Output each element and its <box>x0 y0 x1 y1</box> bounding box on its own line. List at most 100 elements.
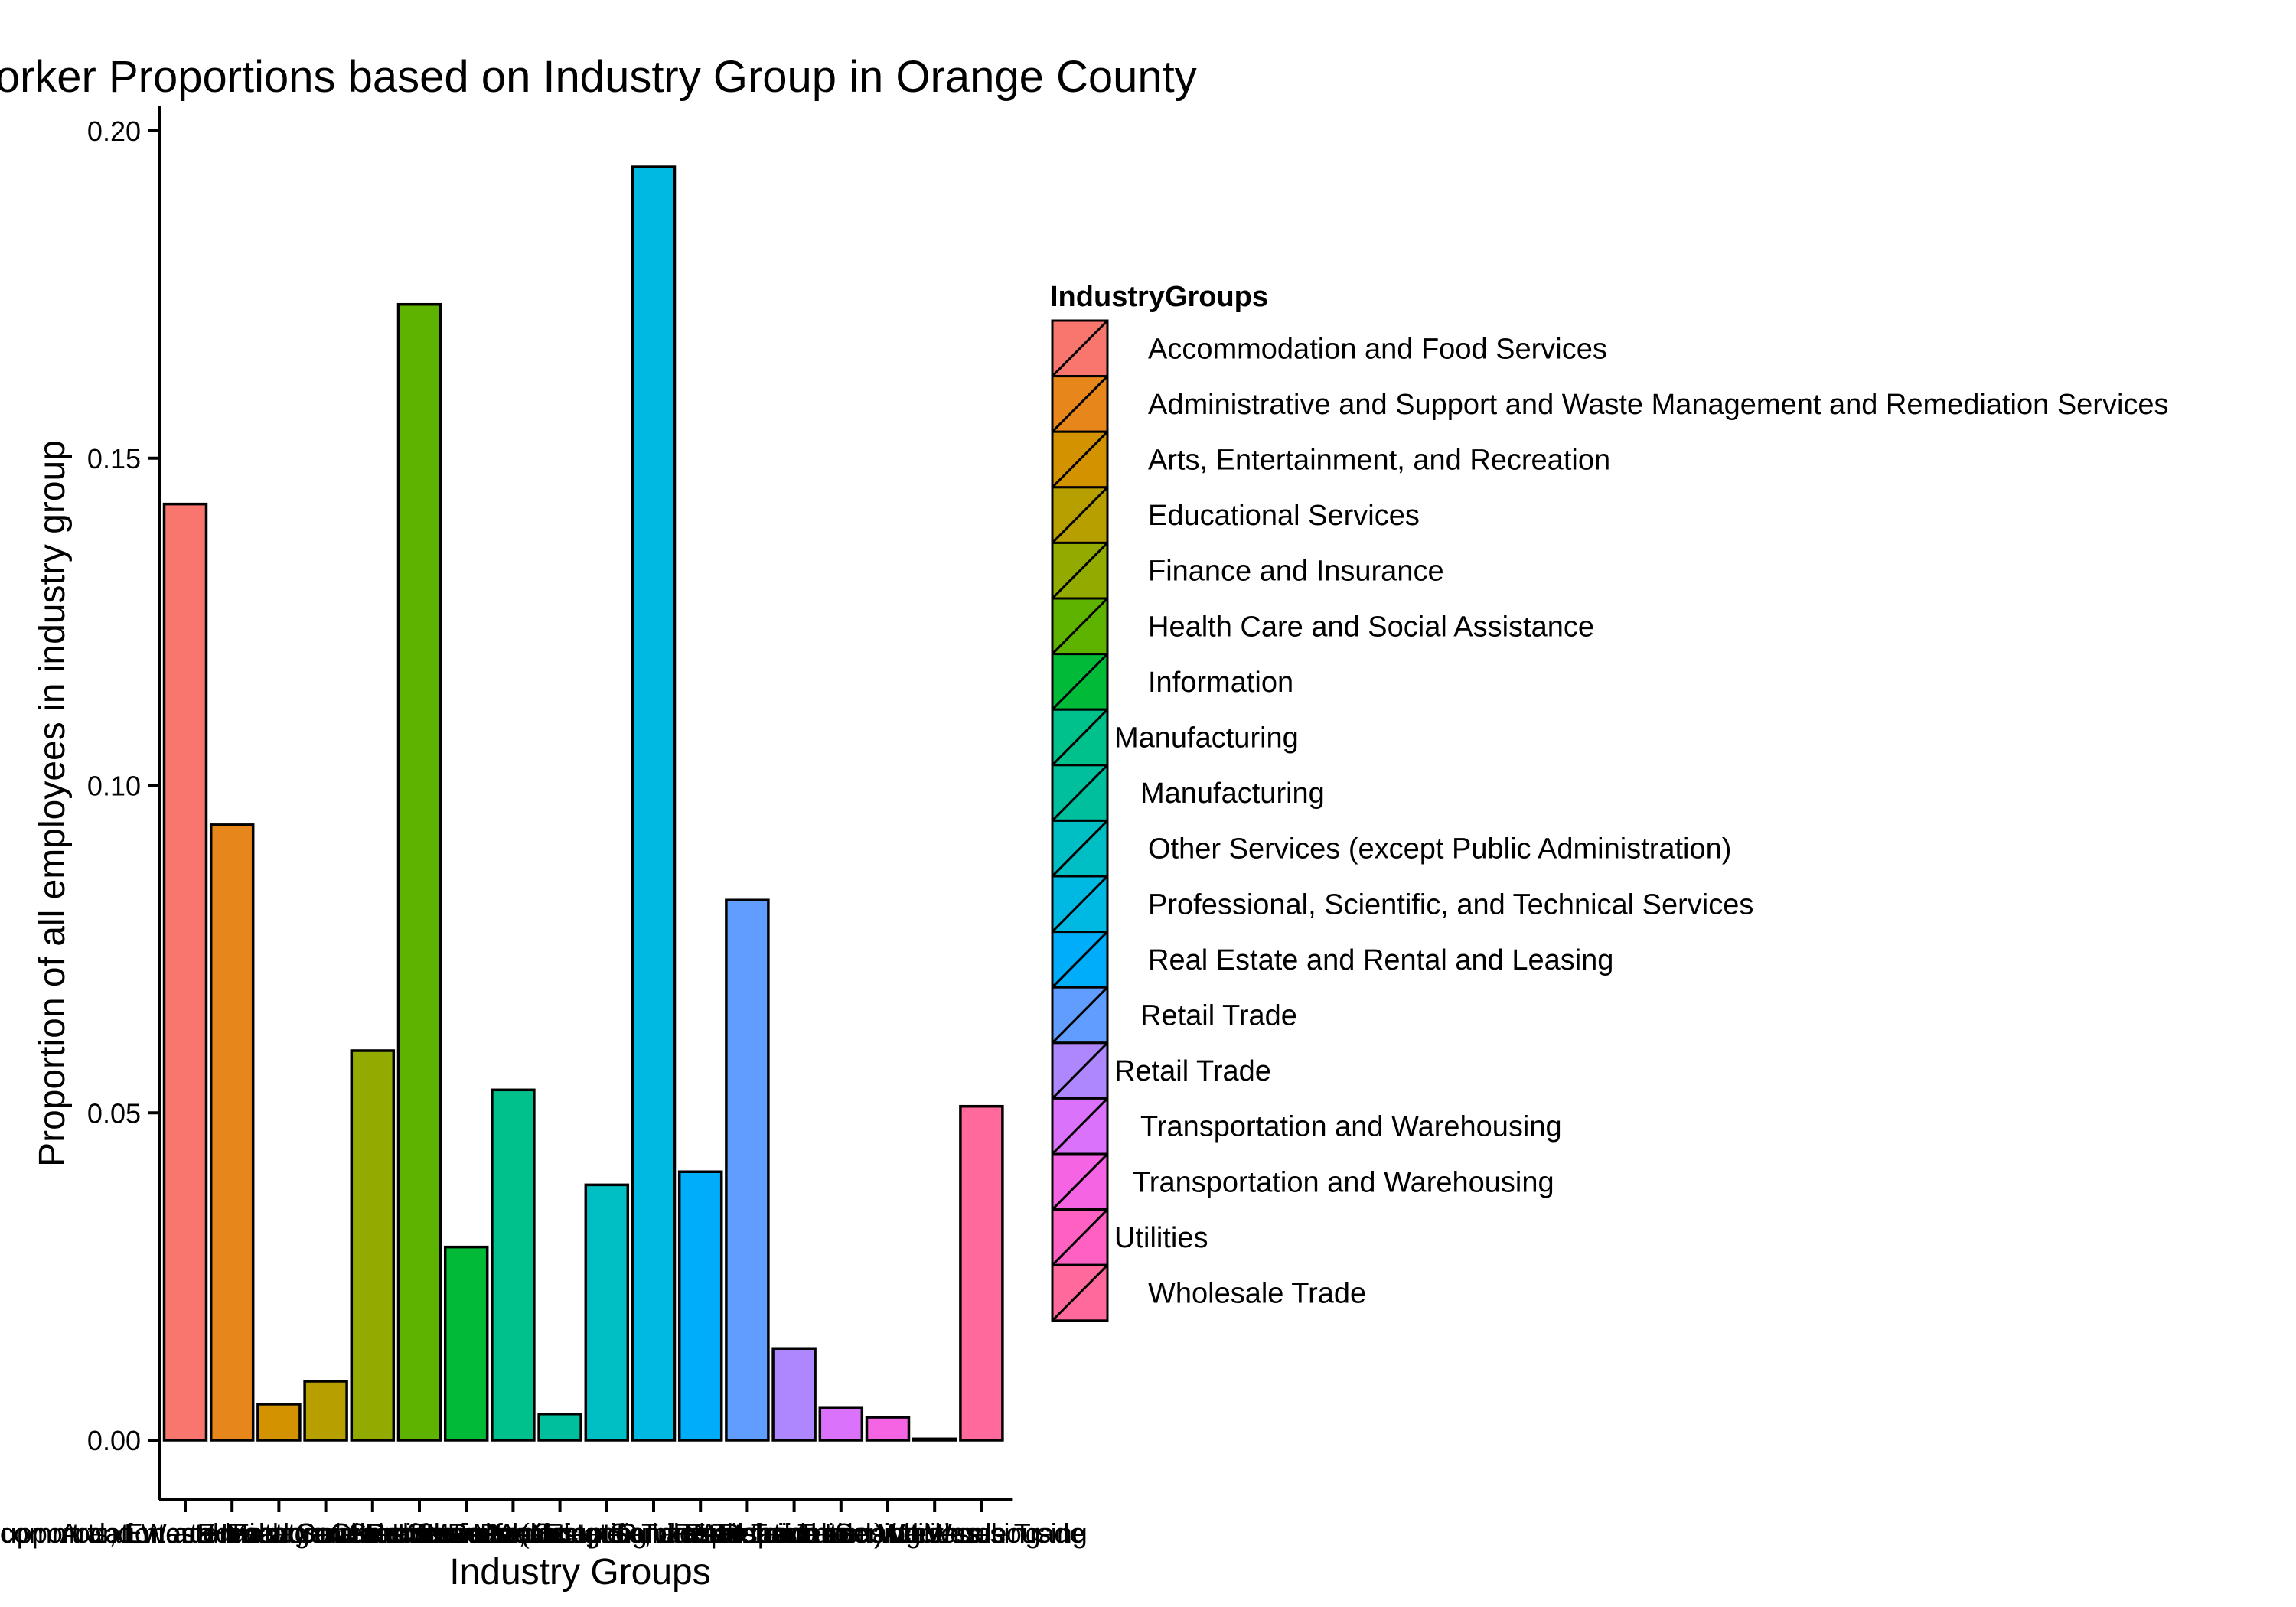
legend-swatch-slash <box>1051 764 1109 822</box>
y-axis: 0.00 0.05 0.10 0.15 0.20 <box>87 106 161 1500</box>
legend: IndustryGroups Accommodation and Food Se… <box>1050 281 2169 1322</box>
legend-label: Manufacturing <box>1140 777 1325 810</box>
legend-label: Accommodation and Food Services <box>1148 333 1607 365</box>
x-tick-label: Transportation and Warehousing <box>641 1517 1041 1549</box>
legend-label: Finance and Insurance <box>1148 556 1444 588</box>
x-tick-label: Manufacturing <box>473 1517 647 1549</box>
legend-label: Educational Services <box>1148 500 1420 532</box>
legend-label: Administrative and Support and Waste Man… <box>1148 389 2169 421</box>
bar <box>631 165 677 1442</box>
legend-swatch-slash <box>1051 1264 1109 1322</box>
legend-swatch-slash <box>1051 875 1109 933</box>
legend-swatch-slash <box>1051 319 1109 377</box>
legend-item: Accommodation and Food Services <box>1051 319 1607 378</box>
bar <box>350 1049 396 1442</box>
legend-swatch-slash <box>1051 486 1109 544</box>
bar <box>677 1170 723 1442</box>
legend-swatch-slash <box>1051 431 1109 488</box>
x-tick-label: Retail Trade <box>720 1517 869 1549</box>
bar <box>303 1380 348 1442</box>
legend-swatch-slash <box>1051 653 1109 711</box>
bar <box>959 1104 1004 1442</box>
legend-item: Professional, Scientific, and Technical … <box>1051 875 1753 934</box>
legend-swatch-slash <box>1051 1152 1109 1211</box>
x-tick-label: Real Estate and Rental and Leasing <box>480 1517 921 1549</box>
legend-item: Wholesale Trade <box>1051 1263 1366 1322</box>
legend-label: Real Estate and Rental and Leasing <box>1148 944 1613 976</box>
bar <box>818 1406 864 1442</box>
legend-swatch-slash <box>1051 1208 1109 1266</box>
legend-item: Transportation and Warehousing <box>1051 1152 1554 1211</box>
legend-item: Retail Trade <box>1051 986 1297 1045</box>
legend-label: Transportation and Warehousing <box>1133 1166 1554 1198</box>
legend-item: Arts, Entertainment, and Recreation <box>1051 430 1610 489</box>
x-axis: Accommodation and Food ServicesAdministr… <box>0 1498 1088 1549</box>
x-tick-label: Arts, Entertainment, and Recreation <box>60 1517 497 1549</box>
bar <box>584 1183 630 1442</box>
legend-swatch-slash <box>1051 820 1109 878</box>
legend-label: Other Services (except Public Administra… <box>1148 833 1731 865</box>
x-tick-label: Other Services (except Public Administra… <box>331 1517 883 1549</box>
y-tick-label: 0.05 <box>87 1097 141 1129</box>
x-tick-label: Administrative and Support and Waste Man… <box>0 1517 716 1549</box>
bar <box>443 1245 489 1442</box>
x-tick-label: Retail Trade <box>673 1517 821 1549</box>
legend-label: Wholesale Trade <box>1148 1278 1366 1310</box>
y-tick-label: 0.10 <box>87 771 141 802</box>
legend-item: Real Estate and Rental and Leasing <box>1051 931 1613 989</box>
legend-swatch-slash <box>1051 986 1109 1044</box>
legend-item: Manufacturing <box>1051 764 1325 822</box>
x-tick-label: Utilities <box>890 1517 979 1549</box>
bar <box>209 823 255 1442</box>
legend-label: Transportation and Warehousing <box>1140 1111 1562 1143</box>
bar <box>912 1437 957 1442</box>
legend-swatch-slash <box>1051 1041 1109 1100</box>
legend-swatch-slash <box>1051 709 1109 766</box>
legend-swatch-slash <box>1051 375 1109 433</box>
bar <box>865 1416 911 1442</box>
legend-item: Educational Services <box>1051 486 1420 544</box>
legend-label: Arts, Entertainment, and Recreation <box>1148 445 1610 477</box>
bar <box>725 898 770 1442</box>
bar <box>396 302 442 1442</box>
chart-title: Worker Proportions based on Industry Gro… <box>0 52 1197 102</box>
bar <box>537 1413 582 1442</box>
legend-swatch-slash <box>1051 542 1109 600</box>
legend-item: Finance and Insurance <box>1051 541 1444 600</box>
x-tick-label: Finance and Insurance <box>233 1517 513 1549</box>
legend-item: Retail Trade <box>1051 1041 1271 1100</box>
y-tick-label: 0.00 <box>87 1425 141 1456</box>
legend-swatch-slash <box>1051 1097 1109 1156</box>
legend-label: Retail Trade <box>1114 1055 1271 1087</box>
x-tick-label: Educational Services <box>197 1517 455 1549</box>
legend-label: Information <box>1148 667 1293 699</box>
legend-item: Other Services (except Public Administra… <box>1051 819 1731 878</box>
legend-label: Manufacturing <box>1114 722 1299 755</box>
bar <box>162 502 208 1442</box>
legend-item: Utilities <box>1051 1208 1208 1266</box>
legend-title: IndustryGroups <box>1050 281 1268 313</box>
bar <box>256 1403 302 1442</box>
x-tick-label: Accommodation and Food Services <box>0 1517 403 1549</box>
legend-label: Professional, Scientific, and Technical … <box>1148 888 1753 921</box>
x-tick-label: Professional, Scientific, and Technical … <box>367 1517 941 1549</box>
y-tick-label: 0.20 <box>87 116 141 147</box>
legend-item: Administrative and Support and Waste Man… <box>1051 375 2169 433</box>
legend-item: Information <box>1051 653 1293 711</box>
x-tick-label: Health Care and Social Assistance <box>208 1517 631 1549</box>
bar <box>491 1088 536 1442</box>
legend-swatch-slash <box>1051 931 1109 989</box>
x-axis-title: Industry Groups <box>449 1552 710 1592</box>
y-tick-label: 0.15 <box>87 443 141 474</box>
legend-label: Health Care and Social Assistance <box>1148 611 1594 643</box>
legend-item: Transportation and Warehousing <box>1051 1097 1562 1156</box>
x-tick-label: Transportation and Warehousing <box>688 1517 1088 1549</box>
x-tick-label: Information <box>397 1517 535 1549</box>
x-tick-label: Manufacturing <box>426 1517 600 1549</box>
bar <box>771 1347 817 1442</box>
legend-label: Retail Trade <box>1140 1000 1297 1032</box>
x-tick-label: Wholesale Trade <box>878 1517 1084 1549</box>
y-axis-title: Proportion of all employees in industry … <box>32 440 73 1167</box>
